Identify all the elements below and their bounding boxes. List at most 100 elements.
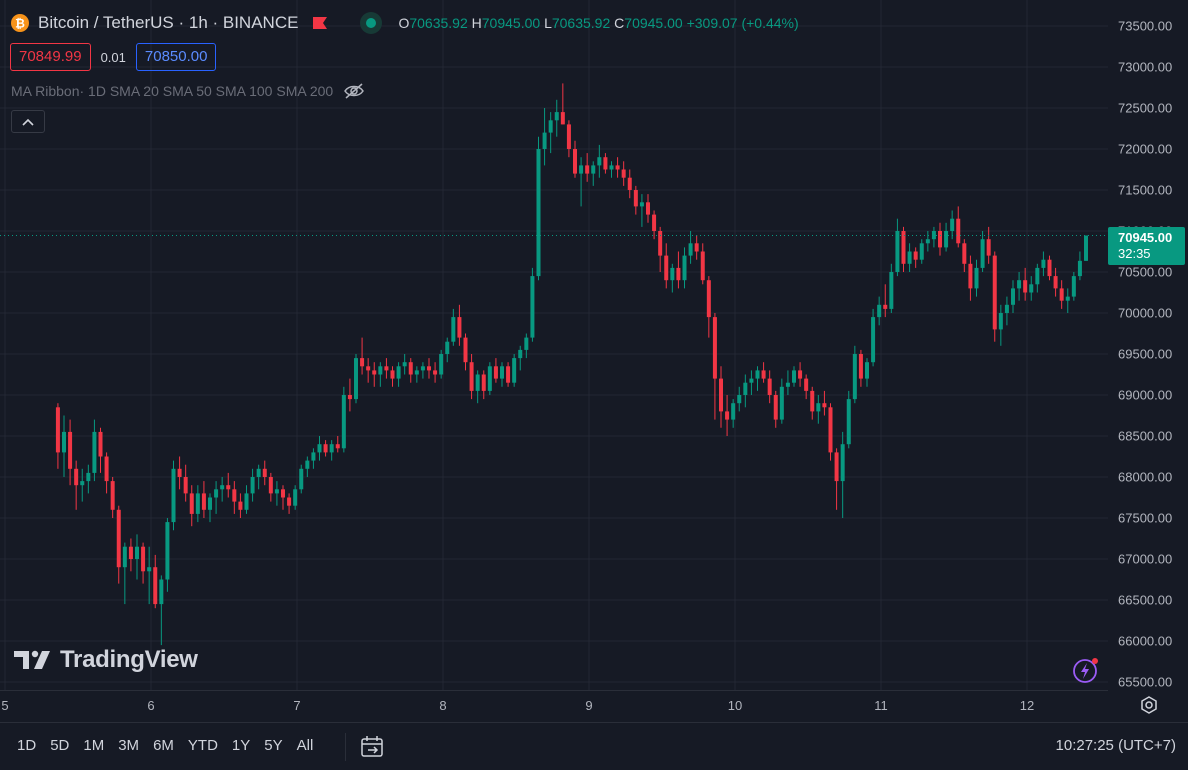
candle-body bbox=[773, 395, 778, 420]
candle-up bbox=[214, 481, 219, 514]
candle-body bbox=[469, 362, 474, 391]
price-axis[interactable]: 73500.00 73000.00 72500.00 72000.00 71500.00… bbox=[1108, 0, 1188, 690]
range-button-3m[interactable]: 3M bbox=[118, 737, 140, 754]
symbol-title[interactable]: Bitcoin / TetherUS · 1h · BINANCE bbox=[38, 13, 299, 32]
date-range-icon[interactable] bbox=[360, 735, 386, 759]
candle-body bbox=[792, 370, 796, 383]
high-label: H bbox=[471, 15, 482, 31]
candle-body bbox=[621, 169, 626, 178]
market-status-icon[interactable] bbox=[360, 12, 383, 34]
collapse-legend-button[interactable] bbox=[11, 110, 45, 133]
price-tick-label: 71500.00 bbox=[1118, 182, 1173, 198]
candle-up bbox=[670, 263, 675, 293]
chart-pane[interactable]: ₿ Bitcoin / TetherUS · 1h · BINANCE O706… bbox=[0, 0, 1108, 690]
range-button-1y[interactable]: 1Y bbox=[231, 737, 251, 754]
candle-down bbox=[798, 362, 803, 387]
candle-up bbox=[1035, 263, 1040, 293]
candle-up bbox=[895, 218, 900, 277]
range-button-all[interactable]: All bbox=[296, 737, 314, 754]
range-button-6m[interactable]: 6M bbox=[153, 737, 174, 754]
candle-body bbox=[390, 370, 395, 379]
candle-body bbox=[907, 251, 912, 264]
timezone-clock[interactable]: 10:27:25 (UTC+7) bbox=[1055, 737, 1176, 754]
lightning-alert-icon[interactable] bbox=[1072, 656, 1100, 684]
candle-up bbox=[341, 386, 346, 453]
candle-up bbox=[311, 448, 316, 469]
candle-body bbox=[560, 112, 565, 125]
candle-body bbox=[992, 255, 997, 330]
candle-body bbox=[822, 403, 827, 408]
candle-down bbox=[55, 403, 60, 469]
candle-down bbox=[262, 460, 267, 486]
candle-body bbox=[767, 378, 772, 395]
candle-down bbox=[238, 493, 243, 518]
range-button-1m[interactable]: 1M bbox=[83, 737, 105, 754]
candle-up bbox=[840, 431, 845, 518]
candle-body bbox=[816, 403, 821, 412]
tradingview-watermark[interactable]: TradingView bbox=[14, 646, 198, 674]
candle-down bbox=[201, 481, 206, 518]
time-tick-label: 11 bbox=[874, 698, 888, 713]
candle-body bbox=[329, 444, 334, 453]
candle-down bbox=[372, 362, 377, 387]
candle-up bbox=[998, 304, 1003, 346]
indicator-name[interactable]: MA Ribbon bbox=[11, 83, 80, 99]
range-button-5y[interactable]: 5Y bbox=[264, 737, 283, 754]
candle-body bbox=[542, 132, 547, 149]
candle-body bbox=[439, 354, 444, 375]
candle-body bbox=[141, 546, 146, 572]
candle-up bbox=[122, 542, 127, 605]
range-button-5d[interactable]: 5D bbox=[50, 737, 70, 754]
candle-up bbox=[536, 136, 541, 281]
candle-body bbox=[719, 378, 723, 412]
indicator-params: · 1D SMA 20 SMA 50 SMA 100 SMA 200 bbox=[79, 83, 334, 99]
candle-up bbox=[530, 267, 535, 342]
candle-down bbox=[384, 358, 389, 379]
candle-up bbox=[378, 362, 383, 387]
candle-body bbox=[682, 255, 687, 281]
candle-up bbox=[579, 157, 584, 207]
candle-up bbox=[597, 144, 602, 178]
range-button-ytd[interactable]: YTD bbox=[187, 737, 218, 754]
buy-button[interactable]: 70850.00 bbox=[135, 43, 217, 71]
candle-down bbox=[773, 390, 778, 428]
sell-button[interactable]: 70849.99 bbox=[10, 43, 91, 71]
candle-down bbox=[627, 169, 632, 199]
bitcoin-icon[interactable]: ₿ bbox=[10, 13, 30, 33]
price-tick-label: 69500.00 bbox=[1118, 346, 1173, 362]
candle-body bbox=[1035, 267, 1040, 285]
candlestick-chart[interactable] bbox=[0, 0, 1108, 690]
candle-up bbox=[171, 460, 176, 531]
time-axis[interactable]: 5 6 7 8 9 10 11 12 bbox=[0, 690, 1108, 723]
price-tick-label: 72500.00 bbox=[1118, 100, 1173, 116]
candle-body bbox=[201, 493, 206, 510]
range-button-1d[interactable]: 1D bbox=[17, 737, 37, 754]
candle-down bbox=[986, 226, 991, 264]
candle-body bbox=[871, 317, 876, 363]
flag-icon[interactable] bbox=[312, 16, 328, 30]
candle-body bbox=[427, 366, 431, 371]
candle-body bbox=[293, 489, 298, 506]
candle-down bbox=[347, 378, 352, 412]
candle-body bbox=[536, 149, 541, 277]
chevron-up-icon bbox=[22, 118, 34, 126]
indicator-legend[interactable]: MA Ribbon · 1D SMA 20 SMA 50 SMA 100 SMA… bbox=[11, 82, 365, 100]
candle-down bbox=[481, 370, 486, 400]
candle-body bbox=[457, 317, 462, 338]
candle-body bbox=[548, 120, 553, 133]
candle-up bbox=[682, 247, 687, 289]
candle-down bbox=[615, 157, 620, 178]
candle-up bbox=[980, 231, 985, 272]
candle-down bbox=[913, 247, 918, 268]
candle-body bbox=[128, 546, 133, 559]
candle-body bbox=[475, 374, 480, 391]
candle-down bbox=[268, 472, 273, 502]
settings-icon[interactable] bbox=[1138, 694, 1160, 716]
candle-down bbox=[116, 505, 121, 584]
candle-body bbox=[700, 251, 705, 281]
time-tick-label: 9 bbox=[585, 698, 593, 713]
eye-off-icon[interactable] bbox=[343, 82, 365, 100]
candle-down bbox=[664, 243, 669, 289]
candle-body bbox=[706, 280, 711, 318]
candle-body bbox=[901, 231, 906, 264]
